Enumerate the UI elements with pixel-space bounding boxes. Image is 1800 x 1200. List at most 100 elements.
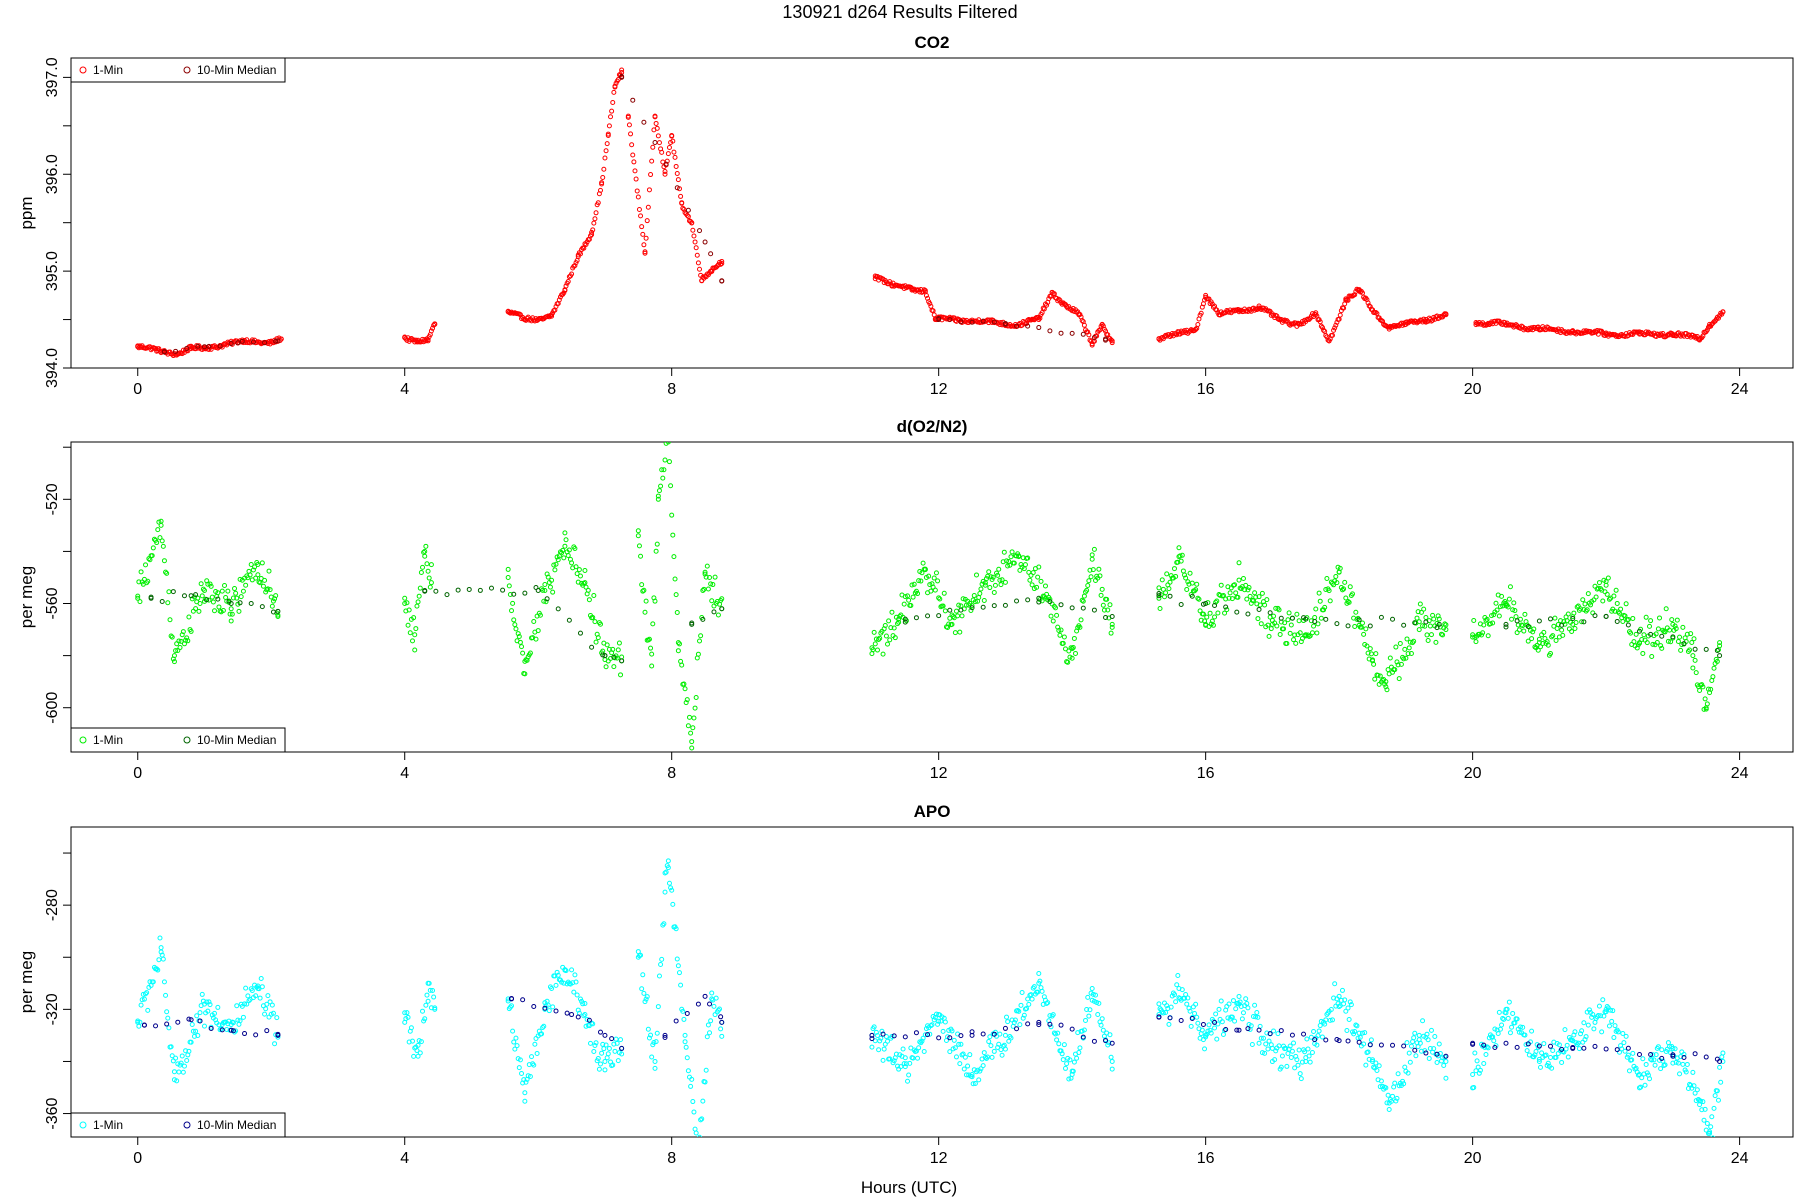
one-min-point bbox=[1670, 1060, 1676, 1066]
one-min-point bbox=[656, 140, 662, 146]
one-min-point bbox=[1287, 630, 1293, 636]
one-min-point bbox=[941, 590, 947, 596]
one-min-point bbox=[1418, 609, 1424, 615]
one-min-point bbox=[1583, 328, 1589, 334]
one-min-point bbox=[1510, 1010, 1516, 1016]
median-point bbox=[1503, 1040, 1509, 1046]
one-min-point bbox=[158, 949, 164, 955]
one-min-point bbox=[533, 1035, 539, 1041]
median-point bbox=[148, 595, 154, 601]
one-min-point bbox=[606, 1046, 612, 1052]
one-min-point bbox=[1258, 621, 1264, 627]
one-min-point bbox=[1552, 615, 1558, 621]
one-min-point bbox=[237, 1018, 243, 1024]
one-min-point bbox=[1265, 622, 1271, 628]
one-min-point bbox=[1308, 1034, 1314, 1040]
one-min-point bbox=[1187, 570, 1193, 576]
one-min-point bbox=[1030, 570, 1036, 576]
one-min-point bbox=[1259, 1050, 1265, 1056]
one-min-point bbox=[1542, 635, 1548, 641]
median-point bbox=[1278, 615, 1284, 621]
one-min-point bbox=[423, 1002, 429, 1008]
data-points bbox=[135, 67, 1726, 359]
one-min-point bbox=[1334, 580, 1340, 586]
one-min-point bbox=[545, 1002, 551, 1008]
median-point bbox=[969, 605, 975, 611]
one-min-point bbox=[541, 1023, 547, 1029]
one-min-point bbox=[1415, 609, 1421, 615]
one-min-point bbox=[1476, 1070, 1482, 1076]
one-min-point bbox=[1658, 331, 1664, 337]
one-min-point bbox=[1339, 587, 1345, 593]
median-point bbox=[1203, 601, 1209, 607]
one-min-point bbox=[693, 245, 699, 251]
one-min-point bbox=[869, 645, 875, 651]
one-min-point bbox=[1315, 621, 1321, 627]
one-min-point bbox=[577, 996, 583, 1002]
one-min-point bbox=[1282, 620, 1288, 626]
median-point bbox=[1356, 1039, 1362, 1045]
one-min-point bbox=[959, 613, 965, 619]
one-min-point bbox=[670, 901, 676, 907]
x-tick-label: 16 bbox=[1197, 1150, 1215, 1167]
one-min-point bbox=[228, 618, 234, 624]
one-min-point bbox=[603, 664, 609, 670]
one-min-point bbox=[249, 988, 255, 993]
median-point bbox=[204, 597, 210, 603]
one-min-point bbox=[649, 651, 655, 657]
one-min-point bbox=[1299, 1059, 1305, 1065]
one-min-point bbox=[1521, 628, 1527, 634]
one-min-point bbox=[1266, 633, 1272, 639]
median-point bbox=[1367, 1042, 1373, 1048]
one-min-point bbox=[1621, 1040, 1627, 1046]
one-min-point bbox=[1411, 1035, 1417, 1041]
one-min-point bbox=[891, 1058, 897, 1064]
median-point bbox=[1278, 1028, 1284, 1034]
one-min-point bbox=[1606, 1023, 1612, 1029]
one-min-point bbox=[1157, 606, 1163, 612]
one-min-point bbox=[201, 1023, 207, 1029]
one-min-point bbox=[613, 1036, 619, 1042]
one-min-point bbox=[1212, 1025, 1218, 1031]
one-min-point bbox=[155, 527, 161, 533]
one-min-point bbox=[1049, 289, 1055, 295]
one-min-point bbox=[1421, 606, 1427, 612]
one-min-point bbox=[600, 1041, 606, 1047]
one-min-point bbox=[1226, 1001, 1232, 1007]
one-min-point bbox=[931, 1017, 937, 1023]
one-min-point bbox=[970, 1081, 976, 1087]
one-min-point bbox=[1720, 1058, 1726, 1064]
one-min-point bbox=[1658, 1066, 1664, 1072]
one-min-point bbox=[1395, 1071, 1401, 1077]
one-min-point bbox=[1097, 573, 1103, 579]
one-min-point bbox=[1346, 1017, 1352, 1023]
one-min-point bbox=[960, 596, 966, 602]
one-min-point bbox=[1536, 1058, 1542, 1064]
one-min-point bbox=[1712, 1093, 1718, 1099]
one-min-point bbox=[1294, 1057, 1300, 1063]
one-min-point bbox=[1681, 1051, 1687, 1057]
one-min-point bbox=[1608, 1007, 1614, 1013]
one-min-point bbox=[936, 595, 942, 601]
one-min-point bbox=[1366, 303, 1372, 309]
legend-marker bbox=[79, 1121, 87, 1129]
x-tick-label: 8 bbox=[667, 381, 676, 398]
median-point bbox=[1401, 622, 1407, 628]
one-min-point bbox=[1062, 302, 1068, 308]
one-min-point bbox=[654, 1030, 660, 1036]
one-min-point bbox=[149, 553, 155, 559]
one-min-point bbox=[230, 1020, 236, 1026]
one-min-point bbox=[228, 338, 234, 344]
one-min-point bbox=[719, 596, 725, 602]
one-min-point bbox=[1005, 563, 1011, 569]
one-min-point bbox=[543, 599, 549, 605]
one-min-point bbox=[662, 171, 668, 177]
one-min-point bbox=[520, 650, 526, 656]
one-min-point bbox=[664, 158, 670, 164]
one-min-point bbox=[252, 564, 258, 570]
one-min-point bbox=[1700, 684, 1706, 690]
y-tick-label: -280 bbox=[44, 889, 61, 921]
one-min-point bbox=[1691, 636, 1697, 642]
one-min-point bbox=[885, 1038, 890, 1044]
one-min-point bbox=[1383, 684, 1389, 690]
